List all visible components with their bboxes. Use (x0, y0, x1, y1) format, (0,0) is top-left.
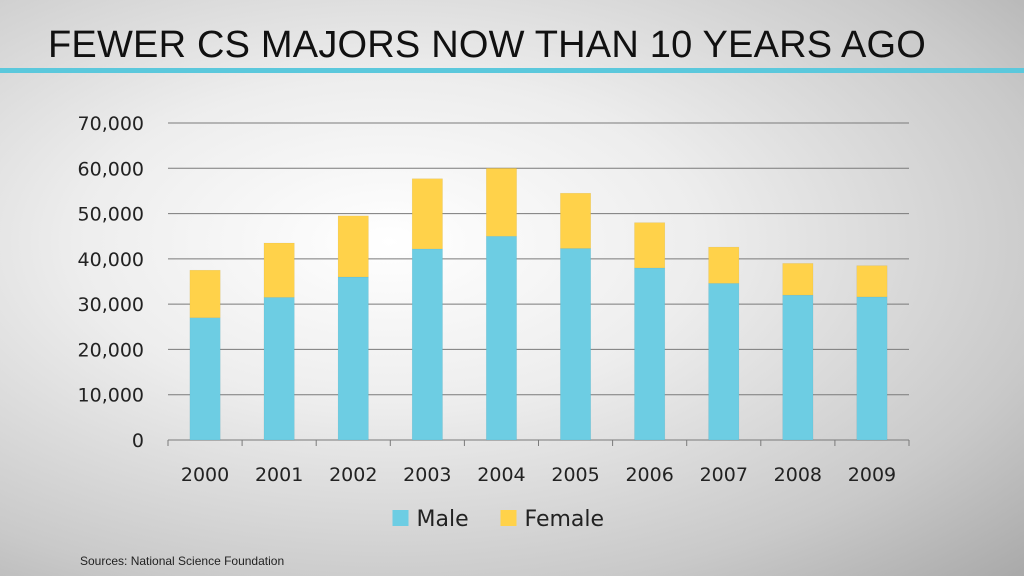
bar-female-2000 (190, 270, 220, 318)
y-tick-label: 70,000 (78, 113, 144, 135)
legend-swatch-female (501, 510, 517, 526)
legend-swatch-male (393, 510, 409, 526)
bar-male-2001 (264, 297, 294, 440)
x-tick-label: 2004 (477, 464, 525, 486)
x-tick-label: 2008 (774, 464, 822, 486)
legend-label-female: Female (525, 507, 605, 532)
legend-label-male: Male (417, 507, 469, 532)
x-tick-label: 2000 (181, 464, 229, 486)
y-tick-label: 20,000 (78, 339, 144, 361)
bar-male-2006 (634, 268, 664, 440)
bar-female-2009 (857, 266, 887, 297)
bar-male-2002 (338, 277, 368, 440)
x-axis-tick-labels: 2000 2001 2002 2003 2004 2005 2006 2007 2008 2009 (181, 464, 896, 486)
bar-male-2007 (709, 283, 739, 440)
bar-male-2004 (486, 236, 516, 440)
x-tick-label: 2007 (700, 464, 748, 486)
y-axis-tick-labels: 0 10,000 20,000 30,000 40,000 50,000 60,000 70,… (78, 113, 144, 452)
y-tick-label: 60,000 (78, 158, 144, 180)
x-tick-label: 2001 (255, 464, 303, 486)
x-tick-label: 2009 (848, 464, 896, 486)
bar-male-2000 (190, 318, 220, 440)
bar-female-2004 (486, 168, 516, 236)
bar-female-2001 (264, 243, 294, 297)
x-tick-label: 2005 (551, 464, 599, 486)
bar-female-2002 (338, 216, 368, 277)
bar-male-2003 (412, 249, 442, 440)
x-tick-label: 2002 (329, 464, 377, 486)
bar-female-2007 (709, 247, 739, 283)
bar-female-2003 (412, 179, 442, 249)
bar-male-2009 (857, 297, 887, 440)
source-note: Sources: National Science Foundation (80, 554, 284, 568)
bar-female-2005 (560, 193, 590, 248)
y-tick-label: 30,000 (78, 294, 144, 316)
y-tick-label: 50,000 (78, 204, 144, 226)
bar-female-2008 (783, 263, 813, 295)
bar-male-2008 (783, 295, 813, 440)
stacked-bar-chart: 0 10,000 20,000 30,000 40,000 50,000 60,000 70,… (0, 0, 1024, 576)
y-tick-label: 10,000 (78, 385, 144, 407)
bar-female-2006 (634, 223, 664, 268)
y-tick-label: 0 (132, 430, 144, 452)
legend: Male Female (393, 507, 605, 532)
y-tick-label: 40,000 (78, 249, 144, 271)
bar-male-2005 (560, 248, 590, 440)
x-tick-label: 2006 (625, 464, 673, 486)
x-tick-label: 2003 (403, 464, 451, 486)
